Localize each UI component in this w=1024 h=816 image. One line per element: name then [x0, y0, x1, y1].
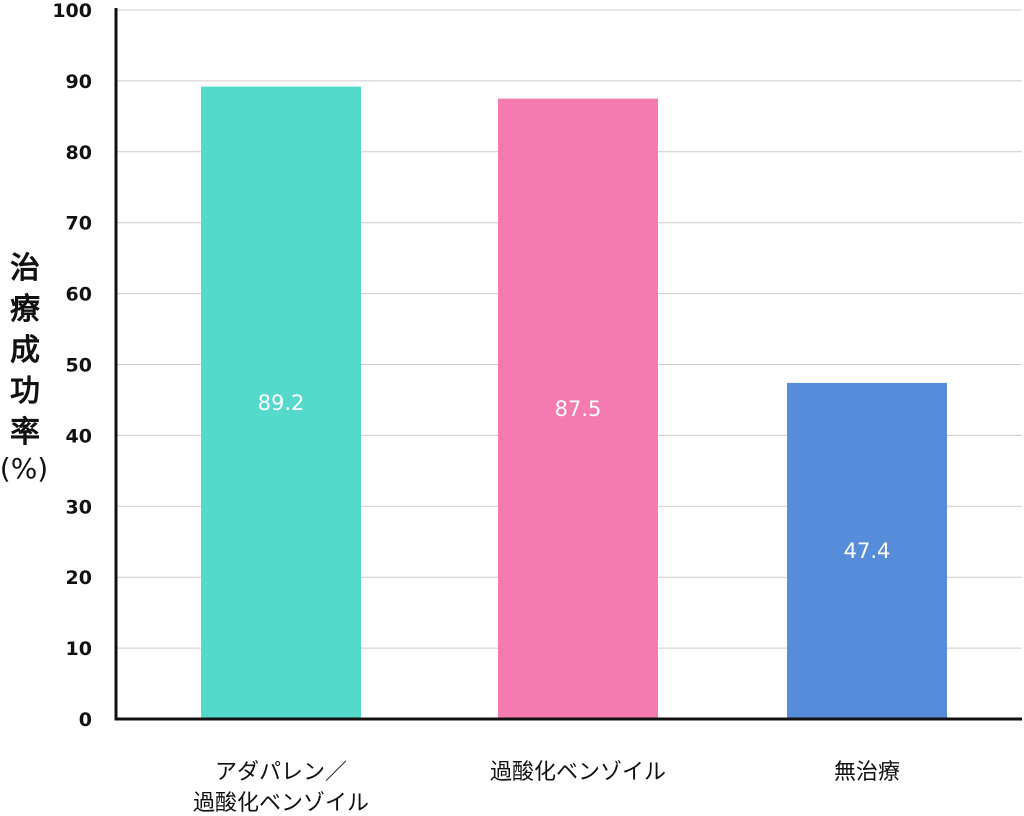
y-tick-label: 10 — [66, 638, 92, 660]
y-axis-label: 治療成功率 (%) — [0, 251, 48, 485]
y-tick-label: 50 — [66, 355, 92, 377]
category-label: 無治療 — [834, 760, 900, 785]
category-label: 過酸化ベンゾイル — [490, 760, 666, 785]
y-axis-title: 治療成功率 — [10, 251, 40, 450]
y-tick-label: 80 — [66, 142, 92, 164]
bar — [787, 382, 947, 719]
y-tick-label: 100 — [52, 0, 92, 22]
bar-value-label: 47.4 — [844, 539, 891, 563]
axes — [114, 8, 1022, 721]
y-tick-label: 40 — [66, 425, 92, 447]
bars: 89.2 87.5 47.4 — [201, 86, 947, 719]
y-tick-label: 90 — [66, 71, 92, 93]
y-tick-label: 20 — [66, 567, 92, 589]
y-axis-unit: (%) — [0, 452, 48, 485]
category-labels: アダパレン／過酸化ベンゾイル 過酸化ベンゾイル 無治療 — [193, 760, 900, 816]
bar-value-label: 89.2 — [258, 391, 305, 415]
y-tick-label: 0 — [79, 709, 92, 731]
bar-value-label: 87.5 — [555, 397, 602, 421]
y-tick-label: 60 — [66, 284, 92, 306]
y-tick-label: 70 — [66, 213, 92, 235]
y-tick-labels: 0 10 20 30 40 50 60 70 80 90 100 — [52, 0, 92, 731]
category-label: アダパレン／過酸化ベンゾイル — [193, 760, 369, 816]
bar — [201, 86, 361, 719]
bar — [498, 98, 658, 719]
y-tick-label: 30 — [66, 496, 92, 518]
